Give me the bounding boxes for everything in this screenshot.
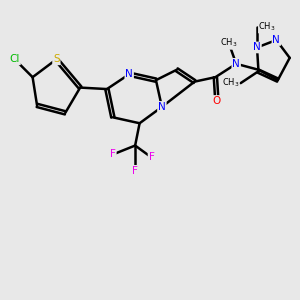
Text: N: N xyxy=(125,69,133,79)
Text: CH$_3$: CH$_3$ xyxy=(222,77,239,89)
Text: O: O xyxy=(213,96,221,106)
Text: CH$_3$: CH$_3$ xyxy=(259,20,276,33)
Text: F: F xyxy=(148,152,154,162)
Text: F: F xyxy=(110,149,116,160)
Text: F: F xyxy=(132,166,138,176)
Text: N: N xyxy=(272,35,280,45)
Text: CH$_3$: CH$_3$ xyxy=(220,37,238,49)
Text: N: N xyxy=(253,43,261,52)
Text: S: S xyxy=(53,54,60,64)
Text: N: N xyxy=(158,102,166,112)
Text: N: N xyxy=(232,59,240,69)
Text: Cl: Cl xyxy=(10,54,20,64)
